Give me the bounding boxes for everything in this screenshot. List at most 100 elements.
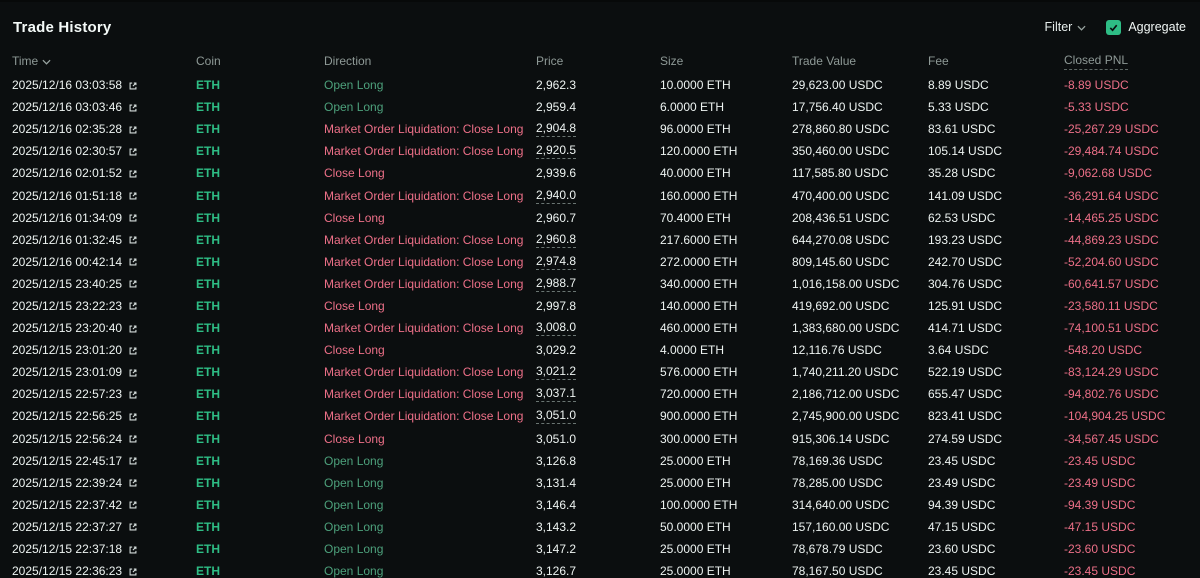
table-row: 2025/12/16 01:51:18 ETH Market Order Liq… — [0, 184, 1200, 206]
external-link-icon[interactable] — [128, 478, 138, 488]
cell-direction: Market Order Liquidation: Close Long — [324, 387, 524, 402]
external-link-icon[interactable] — [128, 434, 138, 444]
external-link-icon[interactable] — [128, 368, 138, 378]
external-link-icon[interactable] — [128, 567, 138, 577]
cell-trade-value: 278,860.80 USDC — [792, 122, 890, 137]
cell-direction: Close Long — [324, 431, 385, 446]
trade-time: 2025/12/15 22:57:23 — [12, 387, 123, 402]
price-value: 2,974.8 — [536, 253, 577, 270]
cell-direction: Market Order Liquidation: Close Long — [324, 254, 524, 269]
cell-fee: 62.53 USDC — [928, 210, 996, 225]
cell-direction: Market Order Liquidation: Close Long — [324, 409, 524, 424]
external-link-icon[interactable] — [128, 125, 138, 135]
cell-closed-pnl: -14,465.25 USDC — [1064, 210, 1159, 225]
cell-price: 3,126.8 — [536, 454, 660, 468]
price-value: 2,939.6 — [536, 166, 577, 181]
trade-time: 2025/12/15 23:22:23 — [12, 298, 123, 313]
price-value: 2,997.8 — [536, 298, 577, 313]
cell-closed-pnl: -74,100.51 USDC — [1064, 321, 1159, 336]
cell-fee: 94.39 USDC — [928, 497, 996, 512]
topbar: Trade History Filter Aggregate — [0, 2, 1200, 48]
column-header-price: Price — [536, 54, 564, 68]
cell-time: 2025/12/16 01:34:09 — [12, 211, 196, 225]
table-row: 2025/12/16 00:42:14 ETH Market Order Liq… — [0, 251, 1200, 273]
trade-time: 2025/12/15 22:37:27 — [12, 519, 123, 534]
cell-coin: ETH — [196, 519, 220, 534]
external-link-icon[interactable] — [128, 257, 138, 267]
cell-coin: ETH — [196, 254, 220, 269]
cell-trade-value: 157,160.00 USDC — [792, 519, 890, 534]
price-value: 2,904.8 — [536, 121, 577, 138]
external-link-icon[interactable] — [128, 324, 138, 334]
external-link-icon[interactable] — [128, 346, 138, 356]
cell-direction: Open Long — [324, 519, 384, 534]
cell-coin: ETH — [196, 166, 220, 181]
trade-time: 2025/12/16 00:42:14 — [12, 254, 123, 269]
column-header-closed-pnl: Closed PNL — [1064, 53, 1200, 70]
trade-time: 2025/12/15 23:01:09 — [12, 365, 123, 380]
cell-closed-pnl: -5.33 USDC — [1064, 100, 1129, 115]
external-link-icon[interactable] — [128, 169, 138, 179]
external-link-icon[interactable] — [128, 456, 138, 466]
cell-fee: 105.14 USDC — [928, 144, 1003, 159]
cell-price: 2,960.7 — [536, 211, 660, 225]
table-body: 2025/12/16 03:03:58 ETH Open Long 2,962.… — [0, 74, 1200, 578]
cell-fee: 141.09 USDC — [928, 188, 1003, 203]
cell-time: 2025/12/15 23:20:40 — [12, 321, 196, 335]
cell-coin: ETH — [196, 276, 220, 291]
cell-fee: 274.59 USDC — [928, 431, 1003, 446]
external-link-icon[interactable] — [128, 191, 138, 201]
external-link-icon[interactable] — [128, 147, 138, 157]
cell-size: 25.0000 ETH — [660, 564, 731, 578]
filter-dropdown[interactable]: Filter — [1045, 20, 1087, 34]
external-link-icon[interactable] — [128, 279, 138, 289]
cell-price: 2,939.6 — [536, 166, 660, 180]
cell-coin: ETH — [196, 210, 220, 225]
external-link-icon[interactable] — [128, 500, 138, 510]
external-link-icon[interactable] — [128, 522, 138, 532]
cell-time: 2025/12/15 22:36:23 — [12, 564, 196, 578]
cell-closed-pnl: -23.45 USDC — [1064, 564, 1136, 578]
external-link-icon[interactable] — [128, 545, 138, 555]
cell-size: 100.0000 ETH — [660, 497, 738, 512]
cell-fee: 414.71 USDC — [928, 321, 1003, 336]
trade-time: 2025/12/15 22:45:17 — [12, 453, 123, 468]
table-row: 2025/12/15 22:39:24 ETH Open Long 3,131.… — [0, 472, 1200, 494]
trade-time: 2025/12/15 23:40:25 — [12, 276, 123, 291]
trade-time: 2025/12/15 22:37:18 — [12, 542, 123, 557]
aggregate-checkbox[interactable] — [1106, 19, 1122, 35]
external-link-icon[interactable] — [128, 103, 138, 113]
external-link-icon[interactable] — [128, 235, 138, 245]
table-row: 2025/12/15 23:40:25 ETH Market Order Liq… — [0, 273, 1200, 295]
column-header-time[interactable]: Time — [12, 54, 196, 68]
table-row: 2025/12/15 23:01:09 ETH Market Order Liq… — [0, 361, 1200, 383]
price-value: 3,126.7 — [536, 564, 577, 578]
table-row: 2025/12/15 22:57:23 ETH Market Order Liq… — [0, 383, 1200, 405]
external-link-icon[interactable] — [128, 301, 138, 311]
trade-time: 2025/12/15 23:01:20 — [12, 343, 123, 358]
table-row: 2025/12/16 01:32:45 ETH Market Order Liq… — [0, 229, 1200, 251]
cell-price: 3,051.0 — [536, 408, 660, 425]
external-link-icon[interactable] — [128, 213, 138, 223]
cell-fee: 242.70 USDC — [928, 254, 1003, 269]
cell-trade-value: 78,678.79 USDC — [792, 542, 883, 557]
cell-closed-pnl: -25,267.29 USDC — [1064, 122, 1159, 137]
external-link-icon[interactable] — [128, 390, 138, 400]
cell-coin: ETH — [196, 387, 220, 402]
cell-trade-value: 1,016,158.00 USDC — [792, 276, 900, 291]
cell-coin: ETH — [196, 497, 220, 512]
cell-trade-value: 419,692.00 USDC — [792, 298, 890, 313]
cell-direction: Market Order Liquidation: Close Long — [324, 144, 524, 159]
trade-time: 2025/12/16 03:03:46 — [12, 100, 123, 115]
external-link-icon[interactable] — [128, 412, 138, 422]
external-link-icon[interactable] — [128, 81, 138, 91]
cell-direction: Market Order Liquidation: Close Long — [324, 122, 524, 137]
trade-time: 2025/12/16 03:03:58 — [12, 78, 123, 93]
cell-price: 3,143.2 — [536, 520, 660, 534]
column-header-trade-value: Trade Value — [792, 54, 857, 68]
cell-coin: ETH — [196, 343, 220, 358]
cell-coin: ETH — [196, 321, 220, 336]
trade-time: 2025/12/15 22:37:42 — [12, 497, 123, 512]
aggregate-toggle[interactable]: Aggregate — [1106, 19, 1186, 35]
